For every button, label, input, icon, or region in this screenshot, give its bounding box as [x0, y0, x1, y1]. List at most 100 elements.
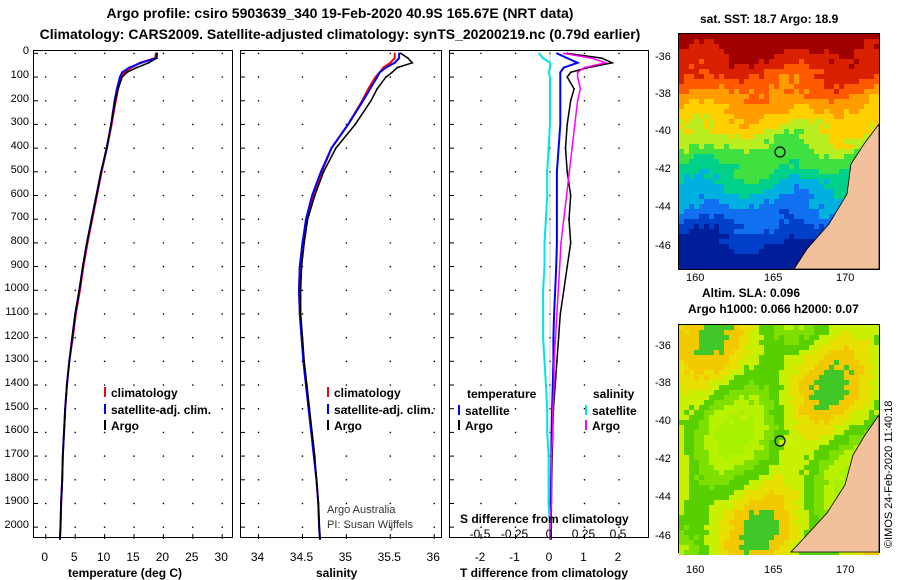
- sst-cell: [704, 184, 709, 189]
- data-point: [347, 123, 350, 126]
- grid-dot: [514, 242, 517, 244]
- sla-cell: [749, 445, 754, 450]
- grid-dot: [44, 384, 47, 386]
- sla-cell: [849, 395, 854, 400]
- sst-cell: [774, 259, 779, 264]
- sst-cell: [684, 204, 689, 209]
- sst-cell: [804, 54, 809, 59]
- grid-dot: [618, 242, 620, 244]
- sst-cell: [784, 169, 789, 174]
- sst-cell: [744, 134, 749, 139]
- sst-cell: [804, 89, 809, 94]
- sla-cell: [679, 485, 684, 490]
- float-position-marker: [774, 146, 786, 158]
- sla-cell: [724, 370, 729, 375]
- sla-cell: [779, 445, 784, 450]
- sst-cell: [779, 54, 784, 59]
- sst-cell: [709, 124, 714, 129]
- sst-cell: [704, 134, 709, 139]
- sla-cell: [854, 440, 859, 445]
- sla-cell: [709, 385, 714, 390]
- sst-cell: [734, 134, 739, 139]
- sst-cell: [689, 184, 694, 189]
- sst-cell: [869, 59, 874, 64]
- sst-cell: [859, 139, 864, 144]
- sla-cell: [774, 400, 779, 405]
- grid-dot: [221, 478, 224, 481]
- sla-cell: [709, 530, 714, 535]
- grid-dot: [583, 147, 586, 149]
- sla-cell: [794, 325, 799, 330]
- data-point: [74, 313, 77, 315]
- sla-cell: [709, 550, 714, 555]
- sla-cell: [689, 530, 694, 535]
- sst-cell: [809, 229, 814, 234]
- grid-dot: [514, 360, 517, 363]
- sst-cell: [774, 69, 779, 74]
- data-point: [569, 71, 572, 74]
- sst-cell: [784, 119, 789, 124]
- sla-cell: [734, 375, 739, 380]
- grid-dot: [480, 431, 482, 434]
- sla-cell: [774, 450, 779, 455]
- grid-row: [44, 526, 224, 528]
- grid-dot: [221, 171, 224, 173]
- sla-cell: [764, 475, 769, 480]
- data-point: [554, 289, 557, 292]
- sst-cell: [814, 189, 819, 194]
- sla-cell: [699, 540, 704, 545]
- sla-cell: [739, 470, 744, 475]
- sla-cell: [834, 420, 839, 425]
- sla-cell: [724, 500, 729, 505]
- sla-cell: [789, 370, 794, 375]
- sla-cell: [824, 410, 829, 415]
- sst-cell: [764, 249, 769, 254]
- grid-row: [44, 265, 224, 268]
- legend2-satellite: satellite-adj. clim.: [327, 403, 434, 417]
- grid-dot: [257, 123, 260, 126]
- sla-cell: [754, 350, 759, 355]
- sla-cell: [854, 435, 859, 440]
- sst-cell: [859, 99, 864, 104]
- sst-cell: [799, 209, 804, 214]
- sst-cell: [784, 194, 789, 199]
- sla-cell: [769, 470, 774, 475]
- grid-dot: [192, 76, 194, 78]
- grid-dot: [192, 194, 194, 197]
- sst-cell: [714, 84, 719, 89]
- sst-cell: [704, 144, 709, 149]
- sla-cell: [724, 325, 729, 330]
- sst-cell: [824, 124, 829, 129]
- grid-dot: [480, 265, 482, 268]
- sst-cell: [769, 139, 774, 144]
- grid-dot: [74, 431, 76, 434]
- sla-cell: [809, 475, 814, 480]
- legend-argo: Argo: [104, 419, 139, 433]
- sla-cell: [704, 450, 709, 455]
- sst-cell: [744, 79, 749, 84]
- sla-cell: [779, 545, 784, 550]
- sst-cell: [689, 144, 694, 149]
- sla-cell: [729, 405, 734, 410]
- sla-cell: [729, 500, 734, 505]
- grid-dot: [221, 526, 224, 528]
- grid-dot: [221, 384, 224, 386]
- sla-cell: [834, 330, 839, 335]
- sla-cell: [814, 550, 819, 555]
- sla-cell: [814, 515, 819, 520]
- sst-cell: [799, 184, 804, 189]
- sla-cell: [699, 525, 704, 530]
- sst-cell: [779, 84, 784, 89]
- sst-cell: [689, 69, 694, 74]
- sst-cell: [799, 144, 804, 149]
- sst-cell: [699, 194, 704, 199]
- sla-cell: [719, 365, 724, 370]
- sla-cell: [714, 475, 719, 480]
- sla-cell: [874, 405, 879, 410]
- sst-cell: [749, 129, 754, 134]
- sst-cell: [784, 69, 789, 74]
- sla-cell: [769, 365, 774, 370]
- sla-cell: [854, 395, 859, 400]
- grid-dot: [192, 242, 194, 244]
- sst-cell: [759, 199, 764, 204]
